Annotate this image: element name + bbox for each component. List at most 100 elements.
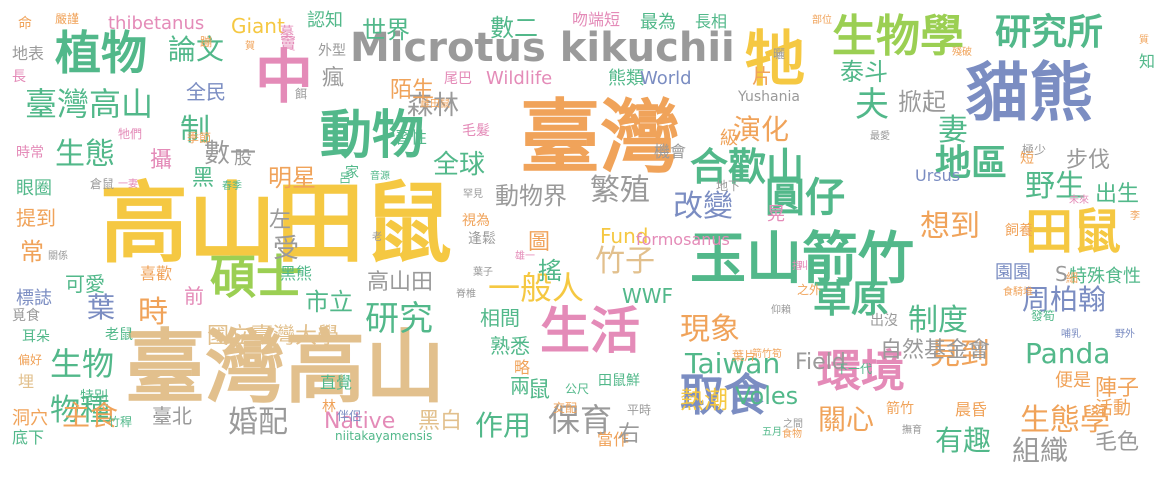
word-cloud-word: 主食 [62,399,119,432]
word-cloud-word: 撫育 [902,425,922,436]
word-cloud-word: 自然基金會 [880,338,991,363]
word-cloud-word: 全球 [433,150,486,180]
word-cloud-word: 直覺 [320,373,353,392]
word-cloud-word: 雌田鼠 [420,99,450,110]
word-cloud-word: Panda [1025,337,1111,370]
word-cloud-word: 時常 [16,145,44,161]
word-cloud-word: 制度 [908,303,968,338]
word-cloud-word: 殘破 [952,47,972,58]
word-cloud-word: 田鼠鮮 [598,373,640,389]
word-cloud-word: 逢鬆 [468,231,496,247]
word-cloud-word: 玉山箭竹 [690,227,914,292]
word-cloud-word: 碩士 [210,250,302,304]
word-cloud-word: 脊椎 [456,289,476,300]
word-cloud-word: 植物 [55,26,147,80]
word-cloud-word: 晨昏 [955,400,988,419]
word-cloud-word: Field [795,350,846,375]
word-cloud-word: 蹦 [200,35,213,49]
word-cloud-word: 之間 [783,419,803,430]
word-cloud-word: 作用 [475,409,532,442]
word-cloud-word: 下一代 [836,362,873,376]
word-cloud-word: 掀起 [898,88,946,116]
word-cloud-word: 極少 [1022,143,1047,157]
word-cloud-word: 研究所 [995,12,1104,53]
word-cloud-word: 研究 [365,299,433,339]
word-cloud-word: 竹子 [595,244,655,279]
word-cloud-word: niitakayamensis [335,429,433,443]
word-cloud-word: 野生 [1025,169,1085,204]
word-cloud-word: 臺灣高山 [125,321,445,414]
word-cloud-word: 右 [618,422,641,447]
word-cloud-word: 出生 [1095,182,1140,207]
word-cloud-word: 飼養 [1005,223,1033,239]
word-cloud-word: 林 [322,399,336,415]
word-cloud-word: 攝 [150,148,173,173]
word-cloud-word: 耳朵 [22,329,50,345]
word-cloud-word: 有趣 [935,424,992,457]
word-cloud-word: 股 [234,148,252,169]
word-cloud-word: 尾巴 [444,71,472,87]
word-cloud-word: 最為 [640,12,676,33]
word-cloud-word: Fund [600,224,649,248]
word-cloud-word: 草原 [813,277,890,321]
word-cloud-word: 論文 [168,33,225,66]
word-cloud-word: 臺北 [152,404,192,428]
word-cloud-word: Wildlife [486,68,553,89]
word-cloud-word: 步伐 [1066,148,1111,173]
word-cloud-word: 埋 [18,372,35,391]
word-cloud-word: 兩 [510,374,530,398]
word-cloud-word: 竇 [280,34,297,53]
word-cloud-word: 知 [1139,52,1156,71]
word-cloud-word: 略 [514,358,531,377]
word-cloud-word: 箭竹 [886,401,914,417]
word-cloud-word: S [1055,262,1068,286]
word-cloud-word: 演化 [733,113,790,146]
word-cloud-word: 環境 [817,346,905,397]
word-cloud-word: 全民 [186,80,226,104]
word-cloud-word: 取食 [680,370,768,421]
word-cloud-word: 箭竹筍 [752,349,782,360]
word-cloud-word: 外型 [318,43,346,59]
word-cloud-word: 熟悉 [490,334,530,358]
word-cloud-word: 哺乳 [1061,329,1081,340]
word-cloud-word: 熊類 [608,68,644,89]
word-cloud-word: 動物 [320,106,425,166]
word-cloud-word: Giant [231,14,285,38]
word-cloud-word: 國立臺灣大學 [207,324,340,349]
word-cloud-word: 音源 [370,171,390,182]
word-cloud-word: 臺灣 [520,91,680,184]
word-cloud-word: 春季 [222,181,242,192]
word-cloud-word: 森林 [407,91,460,121]
word-cloud-word: Ursus [915,166,961,185]
word-cloud-word: 物種 [50,393,110,428]
word-cloud-word: 嚴謹 [55,12,80,26]
word-cloud-word: 認知 [307,10,343,31]
word-cloud-word: 園園 [995,262,1031,283]
word-cloud-word: 交配 [553,401,578,415]
word-cloud-word: 季節 [187,131,212,145]
word-cloud-word: 可愛 [65,272,105,296]
word-cloud-word: 便是 [1055,370,1091,391]
word-cloud-word: 牠們 [118,127,143,141]
word-cloud-word: 平時 [627,403,652,417]
word-cloud-word: 偏好 [18,353,43,367]
word-cloud-word: 提到 [16,206,56,230]
word-cloud-word: 周柏翰 [1022,283,1107,316]
word-cloud-word: 洞穴 [12,408,48,429]
word-cloud-word: 生物學 [832,11,964,62]
word-cloud-word: 罕見 [463,189,483,200]
word-cloud-word: 賀 [245,41,255,52]
word-cloud-word: formosanus [636,230,730,249]
word-cloud-word: 葉 [87,291,116,324]
word-cloud-word: 未來 [1069,195,1089,206]
word-cloud-word: 高山田鼠 [100,172,453,275]
word-cloud-word: 關心 [818,403,875,436]
word-cloud-word: 命 [18,16,32,32]
word-cloud-word: 特殊食性 [1069,266,1141,287]
word-cloud-word: 毛色 [1095,430,1140,455]
word-cloud-word: 野外 [1115,329,1135,340]
word-cloud-word: 細 [1066,271,1079,285]
word-cloud-word: 毛髮 [462,123,490,139]
word-cloud-word: 高山田 [367,270,434,295]
